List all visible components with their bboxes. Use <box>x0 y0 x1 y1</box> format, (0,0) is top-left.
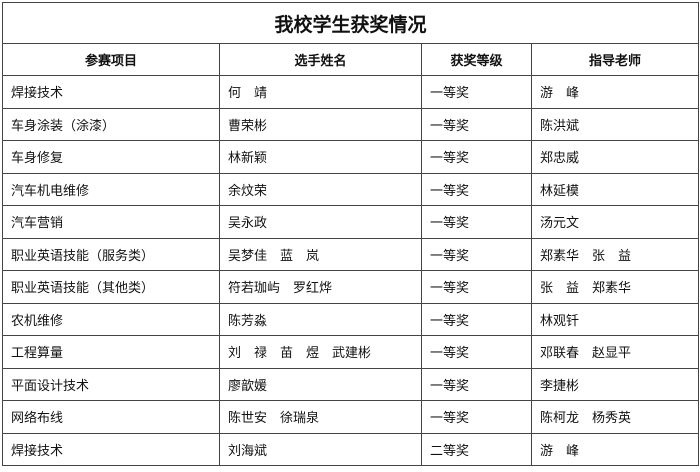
cell-award: 一等奖 <box>421 107 532 141</box>
table-row: 农机维修 陈芳淼 一等奖 林观钎 <box>2 302 700 336</box>
cell-project: 职业英语技能（其他类） <box>2 270 220 304</box>
cell-teacher: 邓联春 赵显平 <box>530 335 700 369</box>
cell-award: 一等奖 <box>421 172 532 206</box>
table-row: 焊接技术何 靖一等奖游 峰 <box>2 75 700 109</box>
cell-project: 汽车机电维修 <box>2 172 220 206</box>
cell-project: 平面设计技术 <box>2 367 220 401</box>
cell-award: 二等奖 <box>421 432 532 466</box>
cell-project: 焊接技术 <box>2 432 220 466</box>
header-teacher: 指导老师 <box>530 43 700 76</box>
cell-student: 刘海斌 <box>219 432 422 466</box>
cell-student: 吴永政 <box>219 205 422 239</box>
cell-student: 陈芳淼 <box>219 302 422 336</box>
cell-project: 工程算量 <box>2 335 220 369</box>
table-row: 平面设计技术 廖歆媛 一等奖 李捷彬 <box>2 367 700 401</box>
table-row: 职业英语技能（其他类） 符若珈屿 罗红烨 一等奖张 益 郑素华 <box>2 270 700 304</box>
cell-teacher: 陈洪斌 <box>530 107 700 141</box>
cell-teacher: 汤元文 <box>530 205 700 239</box>
table-row: 职业英语技能（服务类） 吴梦佳 蓝 岚一等奖 郑素华 张 益 <box>2 237 700 271</box>
cell-project: 职业英语技能（服务类） <box>2 237 220 271</box>
cell-student: 刘 禄 苗 煜 武建彬 <box>219 335 422 369</box>
cell-teacher: 林观钎 <box>530 302 700 336</box>
cell-award: 一等奖 <box>421 205 532 239</box>
cell-project: 网络布线 <box>2 400 220 434</box>
cell-teacher: 林延模 <box>530 172 700 206</box>
table-row: 汽车营销 吴永政 一等奖 汤元文 <box>2 205 700 239</box>
cell-award: 一等奖 <box>421 367 532 401</box>
cell-project: 汽车营销 <box>2 205 220 239</box>
header-row: 参赛项目 选手姓名 获奖等级 指导老师 <box>2 43 700 76</box>
cell-teacher: 游 峰 <box>530 432 700 466</box>
cell-project: 车身涂装（涂漆） <box>2 107 220 141</box>
cell-award: 一等奖 <box>421 140 532 174</box>
cell-student: 曹荣彬 <box>219 107 422 141</box>
cell-student: 何 靖 <box>219 75 422 109</box>
cell-award: 一等奖 <box>421 75 532 109</box>
table-row: 焊接技术 刘海斌 二等奖游 峰 <box>2 432 700 466</box>
cell-teacher: 游 峰 <box>530 75 700 109</box>
cell-project: 车身修复 <box>2 140 220 174</box>
cell-award: 一等奖 <box>421 270 532 304</box>
cell-award: 一等奖 <box>421 335 532 369</box>
cell-student: 吴梦佳 蓝 岚 <box>219 237 422 271</box>
cell-student: 陈世安 徐瑞泉 <box>219 400 422 434</box>
table-row: 车身修复 林新颖 一等奖 郑忠威 <box>2 140 700 174</box>
cell-award: 一等奖 <box>421 400 532 434</box>
header-project: 参赛项目 <box>2 43 220 76</box>
cell-award: 一等奖 <box>421 237 532 271</box>
cell-teacher: 李捷彬 <box>530 367 700 401</box>
cell-student: 廖歆媛 <box>219 367 422 401</box>
cell-teacher: 郑忠威 <box>530 140 700 174</box>
cell-student: 余炆荣 <box>219 172 422 206</box>
cell-project: 农机维修 <box>2 302 220 336</box>
table-row: 工程算量刘 禄 苗 煜 武建彬 一等奖 邓联春 赵显平 <box>2 335 700 369</box>
header-student: 选手姓名 <box>219 43 422 76</box>
cell-student: 林新颖 <box>219 140 422 174</box>
cell-student: 符若珈屿 罗红烨 <box>219 270 422 304</box>
header-award: 获奖等级 <box>421 43 532 76</box>
cell-teacher: 陈柯龙 杨秀英 <box>530 400 700 434</box>
cell-project: 焊接技术 <box>2 75 220 109</box>
table-title: 我校学生获奖情况 <box>1 2 700 44</box>
cell-award: 一等奖 <box>421 302 532 336</box>
table-row: 汽车机电维修 余炆荣 一等奖 林延模 <box>2 172 700 206</box>
table-row: 车身涂装（涂漆） 曹荣彬 一等奖 陈洪斌 <box>2 107 700 141</box>
cell-teacher: 张 益 郑素华 <box>530 270 700 304</box>
cell-teacher: 郑素华 张 益 <box>530 237 700 271</box>
table-row: 网络布线 陈世安 徐瑞泉 一等奖 陈柯龙 杨秀英 <box>2 400 700 434</box>
